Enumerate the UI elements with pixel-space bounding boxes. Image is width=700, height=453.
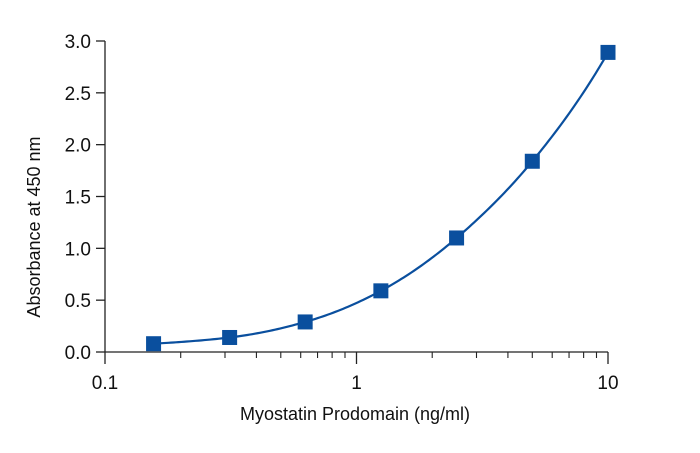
y-tick-label: 1.5 xyxy=(65,188,91,209)
x-tick-label: 0.1 xyxy=(92,373,118,394)
data-point xyxy=(222,329,238,345)
data-point xyxy=(146,336,162,352)
data-point xyxy=(600,44,616,60)
x-tick-label: 1 xyxy=(351,373,362,394)
data-point xyxy=(449,230,465,246)
y-tick-label: 2.5 xyxy=(65,84,91,105)
y-tick-label: 2.0 xyxy=(65,136,91,157)
y-tick-label: 1.0 xyxy=(65,239,91,260)
data-point xyxy=(297,314,313,330)
data-point xyxy=(373,283,389,299)
y-tick-label: 0.5 xyxy=(65,291,91,312)
y-tick-label: 3.0 xyxy=(65,32,91,53)
y-axis: 0.0 0.5 1.0 1.5 2.0 2.5 3.0 xyxy=(65,32,106,364)
x-tick-label: 10 xyxy=(597,373,618,394)
fit-curve xyxy=(153,51,609,345)
y-axis-label: Absorbance at 450 nm xyxy=(24,136,44,317)
y-tick-label: 0.0 xyxy=(65,343,91,364)
series-layer xyxy=(146,44,616,352)
x-axis-label: Myostatin Prodomain (ng/ml) xyxy=(240,404,470,424)
data-point xyxy=(524,153,540,169)
x-axis: 0.1 1 10 xyxy=(92,351,619,394)
